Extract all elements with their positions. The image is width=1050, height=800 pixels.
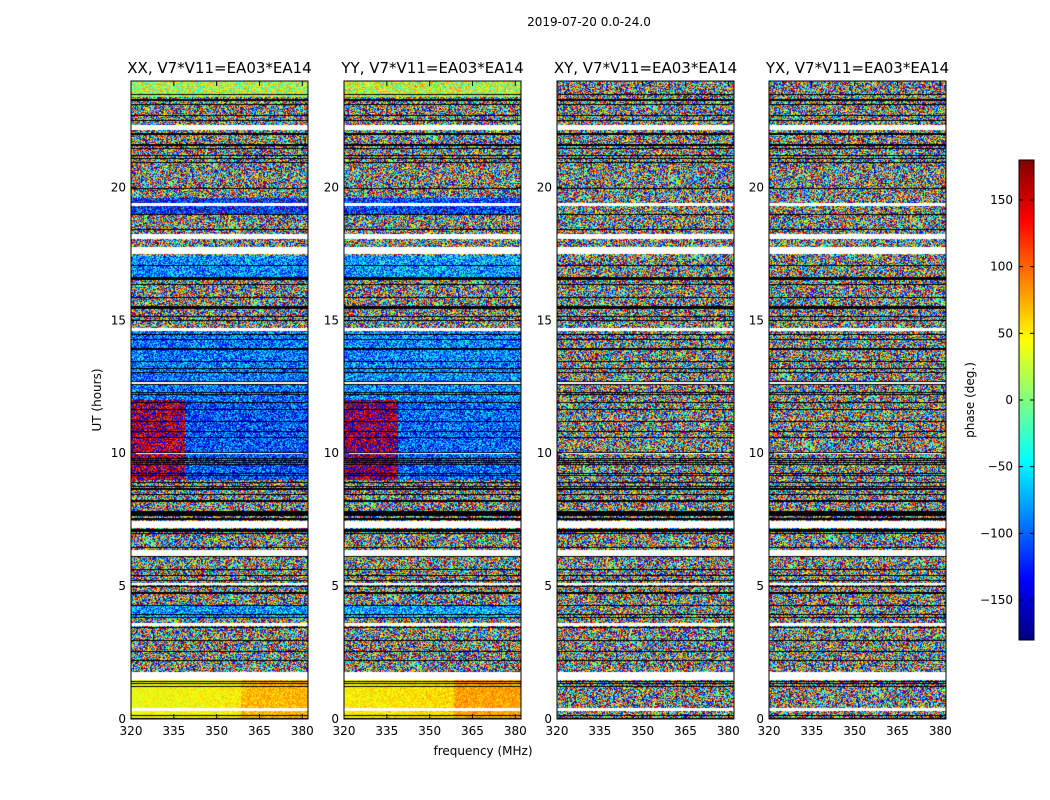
x-tick-label: 320 (758, 724, 781, 738)
colorbar-tick-label: 0 (1005, 393, 1013, 407)
panel-xx: XX, V7*V11=EA03*EA14 320 335 350 365 380 0 5 10 1… (111, 59, 314, 738)
panels-layer: XX, V7*V11=EA03*EA14 320 335 350 365 380 0 5 10 1… (111, 59, 952, 738)
x-tick-label: 350 (418, 724, 441, 738)
x-tick-label: 365 (248, 724, 271, 738)
heatmap-image (769, 81, 946, 719)
heatmap-canvas (769, 81, 946, 719)
y-tick-label: 15 (537, 313, 552, 327)
panel-frame (130, 80, 309, 720)
heatmap-image (557, 81, 734, 719)
y-tick-label: 20 (111, 180, 126, 194)
x-tick-label: 380 (504, 724, 527, 738)
heatmap-canvas (131, 81, 308, 719)
colorbar-label: phase (deg.) (963, 362, 977, 438)
panel-title: YY, V7*V11=EA03*EA14 (340, 59, 523, 77)
heatmap-image (344, 81, 521, 719)
x-tick-label: 350 (205, 724, 228, 738)
x-tick-label: 350 (631, 724, 654, 738)
y-tick-label: 0 (118, 712, 126, 726)
y-tick-label: 15 (111, 313, 126, 327)
y-tick-label: 0 (544, 712, 552, 726)
colorbar-gradient (1019, 160, 1034, 640)
panel-frame (556, 80, 735, 720)
y-tick-label: 5 (544, 579, 552, 593)
heatmap-image (131, 81, 308, 719)
colorbar-tick-label: −50 (988, 460, 1013, 474)
y-tick-label: 5 (756, 579, 764, 593)
x-tick-label: 320 (546, 724, 569, 738)
colorbar-tick-label: 150 (990, 193, 1013, 207)
x-tick-label: 320 (120, 724, 143, 738)
x-tick-label: 335 (800, 724, 823, 738)
figure-title: 2019-07-20 0.0-24.0 (527, 15, 651, 29)
panel-yx: YX, V7*V11=EA03*EA14 320 335 350 365 380 0 5 10 1… (749, 59, 952, 738)
x-tick-label: 320 (333, 724, 356, 738)
y-tick-label: 0 (756, 712, 764, 726)
y-tick-label: 20 (749, 180, 764, 194)
panel-frame (768, 80, 947, 720)
colorbar-tick-label: 50 (998, 326, 1013, 340)
y-axis-label: UT (hours) (90, 368, 104, 431)
x-tick-label: 380 (717, 724, 740, 738)
heatmap-canvas (344, 81, 521, 719)
x-tick-label: 365 (674, 724, 697, 738)
x-tick-label: 380 (291, 724, 314, 738)
x-tick-label: 335 (375, 724, 398, 738)
colorbar-tick-label: −100 (980, 526, 1013, 540)
y-tick-label: 10 (537, 446, 552, 460)
y-tick-label: 5 (331, 579, 339, 593)
panel-title: XX, V7*V11=EA03*EA14 (127, 59, 311, 77)
panel-frame (343, 80, 522, 720)
y-tick-label: 5 (118, 579, 126, 593)
x-tick-label: 380 (929, 724, 952, 738)
colorbar: 150 100 50 0 −50 −100 −150 (980, 159, 1035, 641)
x-axis-label: frequency (MHz) (433, 744, 532, 758)
y-tick-label: 10 (749, 446, 764, 460)
x-tick-label: 365 (461, 724, 484, 738)
x-tick-label: 335 (162, 724, 185, 738)
panel-title: YX, V7*V11=EA03*EA14 (765, 59, 949, 77)
x-tick-label: 350 (843, 724, 866, 738)
colorbar-tick-label: −150 (980, 593, 1013, 607)
y-tick-label: 15 (324, 313, 339, 327)
panel-title: XY, V7*V11=EA03*EA14 (554, 59, 737, 77)
x-tick-label: 335 (588, 724, 611, 738)
x-tick-label: 365 (886, 724, 909, 738)
panel-xy: XY, V7*V11=EA03*EA14 320 335 350 365 380 0 5 10 1… (537, 59, 740, 738)
y-tick-label: 15 (749, 313, 764, 327)
y-tick-label: 10 (111, 446, 126, 460)
panel-yy: YY, V7*V11=EA03*EA14 320 335 350 365 380 0 5 10 1… (324, 59, 527, 738)
y-tick-label: 20 (537, 180, 552, 194)
heatmap-canvas (557, 81, 734, 719)
colorbar-tick-label: 100 (990, 260, 1013, 274)
y-tick-label: 0 (331, 712, 339, 726)
y-tick-label: 20 (324, 180, 339, 194)
y-tick-label: 10 (324, 446, 339, 460)
